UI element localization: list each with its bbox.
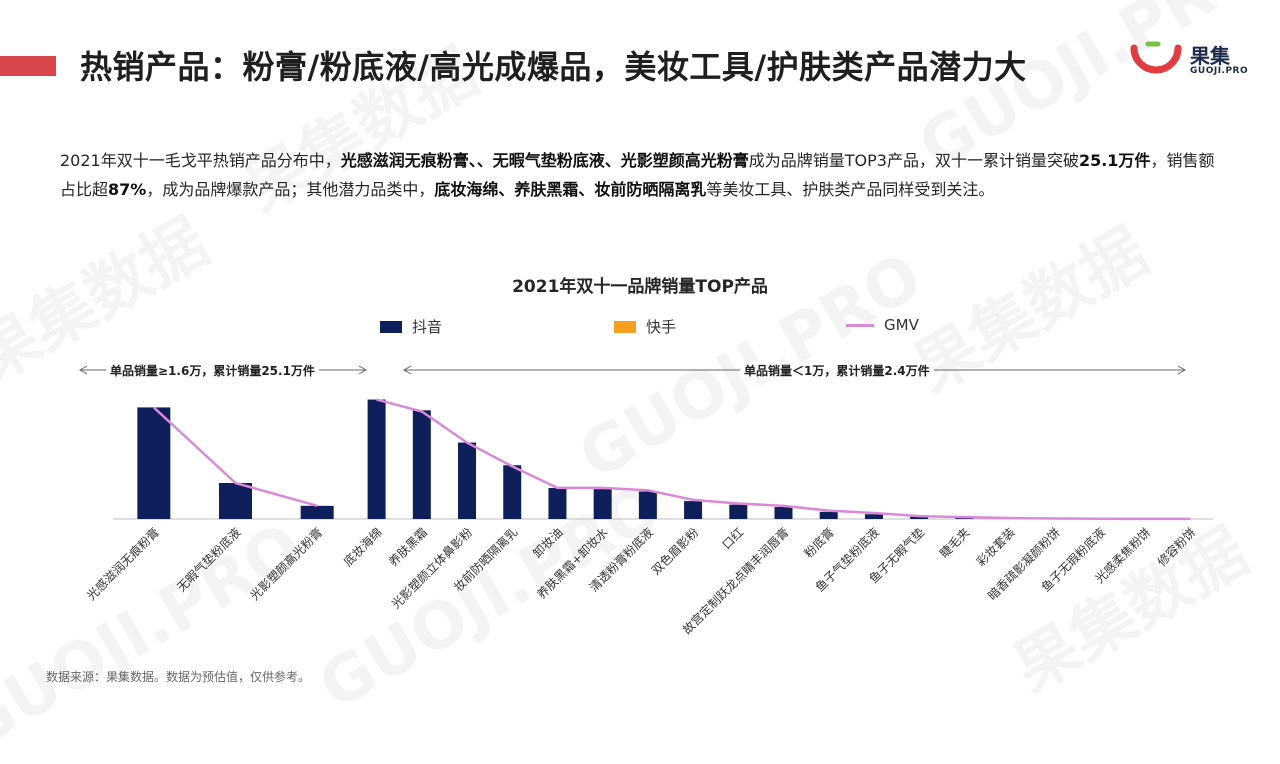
bar-douyin xyxy=(865,514,883,519)
x-tick-label: 彩妆套装 xyxy=(974,525,1018,569)
bar-douyin xyxy=(368,400,386,519)
x-tick-label: 修容粉饼 xyxy=(1154,525,1199,570)
bar-douyin xyxy=(219,483,252,519)
x-tick-label: 底妆海绵 xyxy=(340,525,385,570)
bar-douyin xyxy=(503,465,521,519)
x-tick-label: 光影塑颜高光粉膏 xyxy=(247,525,325,603)
bar-douyin xyxy=(684,501,702,519)
x-tick-label: 光影塑颜立体鼻影粉 xyxy=(388,525,475,612)
bar-douyin xyxy=(137,407,170,519)
x-tick-label: 双色眉影粉 xyxy=(649,525,701,577)
bar-douyin xyxy=(458,443,476,519)
x-tick-label: 粉底膏 xyxy=(801,525,837,561)
x-tick-label: 卸妆油 xyxy=(529,525,565,561)
bar-douyin xyxy=(820,512,838,519)
range-label-others: 单品销量＜1万，累计销量2.4万件 xyxy=(740,362,934,379)
bar-douyin xyxy=(775,507,793,519)
x-tick-label: 无暇气垫粉底液 xyxy=(174,525,244,595)
x-tick-label: 睫毛夹 xyxy=(937,525,972,560)
bar-douyin xyxy=(594,489,612,519)
bar-douyin xyxy=(413,410,431,519)
bar-douyin xyxy=(548,488,566,519)
gmv-line-2 xyxy=(377,400,1191,519)
bar-douyin xyxy=(301,506,334,519)
x-tick-label: 养肤黑霜 xyxy=(385,525,430,570)
data-source-note: 数据来源：果集数据。数据为预估值，仅供参考。 xyxy=(46,668,310,685)
x-tick-label: 光感滋润无痕粉膏 xyxy=(83,525,161,603)
bar-douyin xyxy=(639,492,657,519)
sales-chart: 光感滋润无痕粉膏无暇气垫粉底液光影塑颜高光粉膏底妆海绵养肤黑霜光影塑颜立体鼻影粉… xyxy=(0,0,1280,720)
x-tick-label: 口红 xyxy=(719,525,747,553)
bar-douyin xyxy=(729,505,747,519)
range-label-top3: 单品销量≥1.6万，累计销量25.1万件 xyxy=(106,362,319,379)
